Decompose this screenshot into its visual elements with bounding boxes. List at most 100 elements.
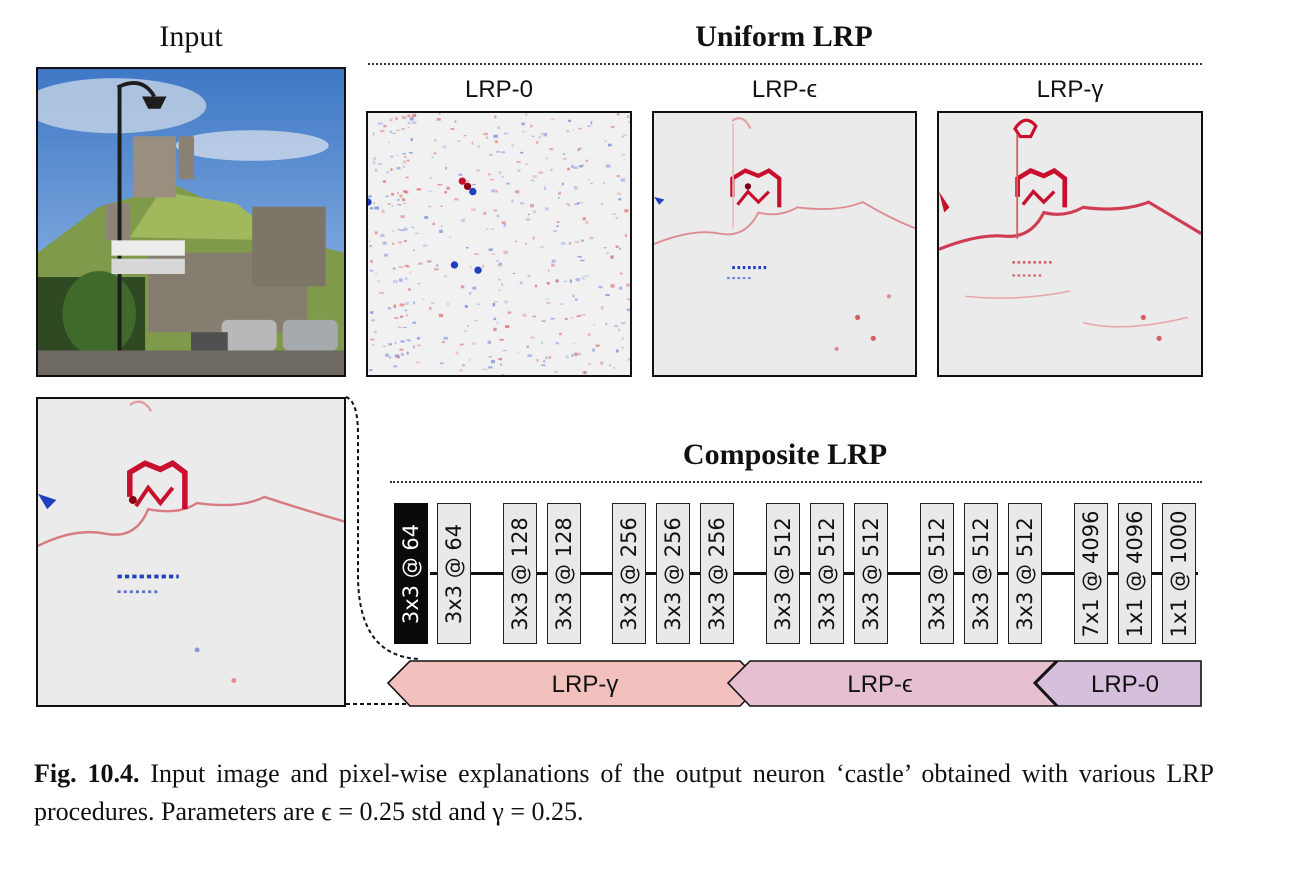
relevance-speckle [619, 247, 622, 250]
relevance-speckle [525, 113, 528, 117]
relevance-speckle [544, 186, 547, 190]
relevance-speckle [391, 132, 396, 134]
relevance-speckle [486, 228, 489, 230]
relevance-speckle [618, 198, 622, 201]
relevance-speckle [377, 280, 380, 282]
relevance-speckle [572, 129, 574, 131]
relevance-speckle [471, 342, 476, 345]
relevance-speckle [410, 138, 413, 141]
relevance-speckle [471, 141, 474, 145]
relevance-speckle [563, 153, 566, 156]
relevance-hotspot [463, 182, 472, 191]
relevance-speckle [566, 130, 570, 133]
layer-label: 3x3 @ 64 [442, 523, 466, 624]
relevance-speckle [624, 209, 629, 213]
layer-label: 3x3 @ 128 [508, 516, 532, 631]
relevance-speckle [505, 325, 510, 329]
relevance-speckle [626, 308, 630, 312]
relevance-speckle [525, 218, 530, 221]
relevance-speckle [580, 239, 584, 242]
relevance-speckle [374, 168, 378, 173]
relevance-speckle [373, 156, 377, 161]
relevance-speckle [577, 255, 582, 258]
relevance-speckle [464, 305, 468, 308]
relevance-hotspot [450, 261, 459, 269]
relevance-speckle [517, 169, 521, 173]
relevance-speckle [392, 267, 396, 270]
relevance-speckle [612, 367, 616, 369]
relevance-speckle [441, 341, 445, 343]
relevance-speckle [372, 160, 376, 165]
layer-box: 3x3 @ 128 [503, 503, 537, 644]
relevance-speckle [395, 129, 400, 132]
relevance-speckle [540, 340, 544, 344]
relevance-speckle [573, 343, 576, 345]
relevance-speckle [370, 319, 374, 321]
relevance-speckle [443, 275, 448, 278]
relevance-hotspot [469, 187, 477, 196]
relevance-speckle [545, 207, 549, 211]
relevance-speckle [600, 203, 604, 205]
relevance-speckle [585, 159, 589, 162]
relevance-speckle [494, 115, 497, 119]
relevance-speckle [391, 192, 395, 196]
relevance-speckle [382, 180, 387, 183]
relevance-speckle [496, 189, 498, 193]
figure-label: Fig. 10.4. [34, 759, 140, 788]
relevance-speckle [414, 113, 417, 117]
relevance-speckle [524, 242, 527, 245]
relevance-speckle [574, 352, 578, 357]
relevance-speckle [532, 315, 537, 318]
relevance-speckle [377, 122, 383, 125]
relevance-speckle [434, 138, 437, 142]
relevance-speckle [372, 132, 375, 136]
relevance-speckle [482, 264, 484, 268]
relevance-speckle [627, 298, 630, 301]
relevance-speckle [412, 345, 415, 349]
relevance-speckle [459, 343, 464, 346]
relevance-speckle [401, 128, 405, 130]
relevance-speckle [502, 225, 507, 227]
relevance-speckle [619, 272, 623, 275]
composite-divider [390, 481, 1202, 483]
relevance-speckle [414, 232, 419, 234]
relevance-speckle [525, 163, 529, 165]
relevance-speckle [498, 358, 502, 361]
relevance-speckle [439, 229, 443, 233]
relevance-speckle [390, 168, 393, 171]
relevance-speckle [429, 177, 433, 180]
relevance-speckle [541, 364, 546, 367]
relevance-speckle [458, 369, 464, 372]
relevance-speckle [415, 361, 421, 364]
relevance-speckle [626, 283, 630, 287]
relevance-speckle [399, 229, 405, 231]
relevance-speckle [557, 196, 560, 200]
relevance-speckle [560, 241, 566, 246]
relevance-speckle [545, 157, 548, 160]
relevance-speckle [398, 241, 402, 244]
panel-label-lrp-gamma: LRP-γ [1036, 76, 1104, 103]
relevance-speckle [578, 147, 582, 150]
relevance-speckle [531, 135, 535, 137]
relevance-speckle [375, 272, 378, 275]
relevance-speckle [403, 190, 407, 193]
relevance-speckle [442, 145, 447, 149]
relevance-speckle [398, 326, 402, 328]
relevance-speckle [519, 281, 523, 285]
relevance-speckle [493, 317, 497, 321]
relevance-speckle [404, 264, 409, 267]
relevance-speckle [565, 355, 569, 359]
relevance-speckle [395, 117, 398, 121]
layer-box: 3x3 @ 512 [920, 503, 954, 644]
relevance-speckle [560, 303, 564, 305]
relevance-speckle [385, 353, 389, 357]
relevance-speckle [587, 333, 591, 337]
relevance-speckle [496, 259, 499, 262]
relevance-speckle [369, 338, 375, 341]
relevance-speckle [555, 279, 559, 283]
relevance-speckle [466, 246, 469, 249]
relevance-speckle [494, 140, 498, 144]
relevance-speckle [416, 337, 421, 340]
relevance-speckle [411, 226, 414, 228]
relevance-speckle [590, 121, 593, 125]
